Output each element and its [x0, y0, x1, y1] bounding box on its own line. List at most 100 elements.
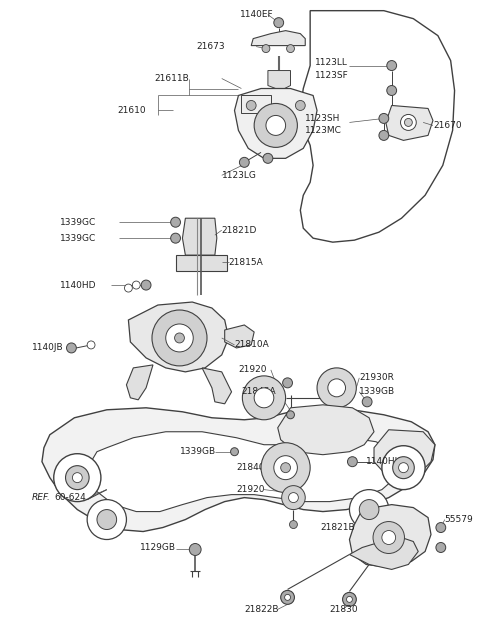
Text: 21815A: 21815A [228, 258, 264, 266]
Ellipse shape [387, 85, 396, 96]
Text: 21610: 21610 [118, 106, 146, 115]
Ellipse shape [387, 61, 396, 70]
Ellipse shape [436, 523, 446, 532]
Ellipse shape [283, 378, 292, 388]
Polygon shape [268, 70, 290, 91]
Text: 21840: 21840 [237, 463, 265, 472]
Text: 1339GC: 1339GC [60, 218, 96, 227]
Ellipse shape [317, 368, 356, 408]
Ellipse shape [254, 103, 298, 147]
Text: 1339GB: 1339GB [180, 447, 216, 456]
Text: 21673: 21673 [196, 42, 225, 51]
Ellipse shape [171, 233, 180, 243]
Text: REF.: REF. [32, 493, 51, 502]
Polygon shape [349, 505, 431, 567]
Ellipse shape [281, 463, 290, 473]
Ellipse shape [72, 473, 82, 482]
Ellipse shape [132, 281, 140, 289]
Ellipse shape [67, 343, 76, 353]
Text: 21930R: 21930R [359, 373, 394, 382]
Text: 60-624: 60-624 [55, 493, 86, 502]
Polygon shape [42, 408, 435, 532]
Ellipse shape [266, 115, 286, 135]
Ellipse shape [152, 310, 207, 366]
Ellipse shape [87, 341, 95, 349]
Ellipse shape [261, 442, 310, 492]
Ellipse shape [189, 544, 201, 556]
Polygon shape [251, 30, 305, 46]
Text: 21845A: 21845A [241, 387, 276, 396]
Ellipse shape [281, 591, 294, 605]
Ellipse shape [274, 456, 298, 480]
Ellipse shape [349, 489, 389, 530]
Polygon shape [349, 537, 418, 570]
Ellipse shape [242, 376, 286, 420]
Text: 21821D: 21821D [222, 226, 257, 235]
Ellipse shape [436, 542, 446, 553]
Polygon shape [374, 430, 435, 480]
Text: 21810A: 21810A [235, 341, 269, 349]
Ellipse shape [348, 456, 357, 467]
Ellipse shape [287, 44, 294, 53]
Ellipse shape [166, 324, 193, 352]
Ellipse shape [405, 118, 412, 127]
Text: 1339GC: 1339GC [60, 234, 96, 242]
Ellipse shape [398, 463, 408, 473]
Text: 1140HD: 1140HD [60, 280, 96, 289]
Text: 21611B: 21611B [155, 74, 189, 83]
Polygon shape [202, 368, 231, 404]
Ellipse shape [97, 510, 117, 530]
Text: 1140EF: 1140EF [240, 10, 274, 19]
Polygon shape [241, 96, 271, 113]
Ellipse shape [87, 499, 126, 539]
Ellipse shape [263, 153, 273, 163]
Polygon shape [126, 365, 153, 400]
Ellipse shape [274, 18, 284, 28]
Ellipse shape [288, 492, 299, 503]
Ellipse shape [295, 101, 305, 110]
Ellipse shape [362, 397, 372, 407]
Text: 21670: 21670 [433, 121, 462, 130]
Ellipse shape [382, 530, 396, 544]
Text: 1123SF: 1123SF [315, 71, 349, 80]
Text: 55579: 55579 [445, 515, 473, 524]
Text: 1140HK: 1140HK [366, 457, 402, 466]
Polygon shape [278, 405, 374, 454]
Text: 1339GB: 1339GB [359, 387, 396, 396]
Text: 21920: 21920 [239, 365, 267, 374]
Text: 1123MC: 1123MC [305, 126, 342, 135]
Polygon shape [300, 11, 455, 242]
Ellipse shape [382, 446, 425, 489]
Polygon shape [176, 255, 227, 271]
Ellipse shape [347, 596, 352, 603]
Ellipse shape [343, 592, 356, 606]
Ellipse shape [262, 44, 270, 53]
Ellipse shape [393, 456, 414, 479]
Ellipse shape [230, 448, 239, 456]
Polygon shape [235, 89, 317, 158]
Ellipse shape [254, 388, 274, 408]
Ellipse shape [379, 113, 389, 123]
Ellipse shape [124, 284, 132, 292]
Text: 1123LG: 1123LG [222, 171, 257, 180]
Ellipse shape [175, 333, 184, 343]
Polygon shape [89, 432, 402, 511]
Ellipse shape [359, 499, 379, 520]
Text: 1123SH: 1123SH [305, 114, 341, 123]
Ellipse shape [285, 594, 290, 600]
Ellipse shape [289, 520, 298, 529]
Ellipse shape [246, 101, 256, 110]
Text: 21821B: 21821B [320, 523, 355, 532]
Polygon shape [182, 218, 217, 255]
Ellipse shape [66, 466, 89, 489]
Ellipse shape [379, 130, 389, 141]
Ellipse shape [373, 522, 405, 553]
Ellipse shape [287, 411, 294, 419]
Polygon shape [225, 325, 254, 348]
Text: 1140JB: 1140JB [32, 344, 64, 353]
Ellipse shape [400, 115, 416, 130]
Ellipse shape [54, 454, 101, 501]
Ellipse shape [171, 217, 180, 227]
Text: 21920: 21920 [237, 485, 265, 494]
Text: 1123LL: 1123LL [315, 58, 348, 67]
